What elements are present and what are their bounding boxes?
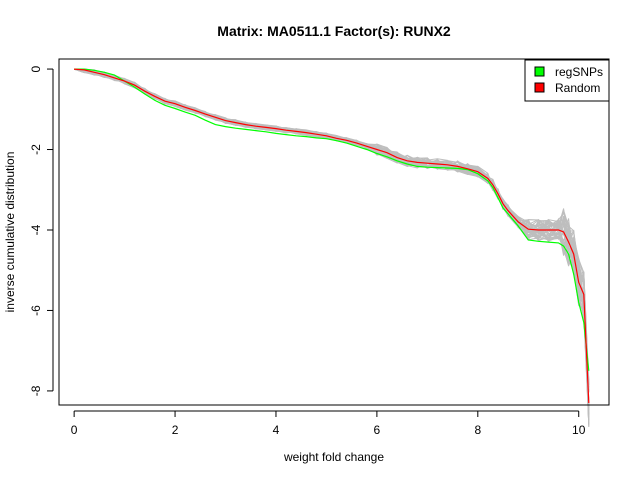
background-sample-line [73, 68, 590, 411]
background-sample-line [74, 68, 590, 391]
chart-title: Matrix: MA0511.1 Factor(s): RUNX2 [217, 23, 451, 39]
y-tick-label: -4 [29, 224, 43, 235]
x-tick-label: 8 [474, 423, 481, 437]
background-sample-line [74, 68, 590, 386]
x-tick-label: 0 [71, 423, 78, 437]
background-sample-line [74, 68, 590, 418]
background-sample-line [73, 68, 590, 409]
plot-frame [58, 58, 610, 406]
background-sample-line [73, 68, 590, 423]
background-sample-line [74, 68, 590, 393]
background-sample-line [74, 68, 590, 404]
background-sample-line [74, 68, 590, 426]
background-sample-line [74, 68, 590, 403]
y-tick-label: -8 [29, 385, 43, 396]
background-sample-line [74, 68, 590, 403]
legend-label-random: Random [555, 81, 600, 95]
y-tick-label: -6 [29, 305, 43, 316]
background-sample-line [74, 68, 590, 411]
background-sample-line [74, 68, 590, 388]
x-tick-label: 6 [374, 423, 381, 437]
background-sample-line [74, 68, 590, 422]
x-axis-label: weight fold change [283, 450, 384, 464]
background-sample-line [74, 68, 590, 404]
legend-swatch-regsnps [534, 66, 545, 77]
background-sample-line [74, 68, 590, 393]
x-axis: 0 2 4 6 8 10 [71, 410, 586, 437]
background-sample-line [74, 68, 590, 427]
series-line-random [74, 68, 590, 404]
y-axis: 0 -2 -4 -6 -8 [29, 65, 54, 396]
background-sample-line [73, 68, 590, 407]
background-sample-line [74, 68, 590, 381]
background-sample-line [74, 68, 590, 407]
y-axis-label: inverse cumulative distribution [3, 152, 17, 313]
background-sample-line [74, 68, 590, 425]
background-sample-lines [73, 68, 590, 428]
background-sample-line [74, 68, 590, 399]
legend-label-regsnps: regSNPs [555, 65, 603, 79]
x-tick-label: 4 [273, 423, 280, 437]
background-sample-line [73, 68, 590, 388]
x-tick-label: 2 [172, 423, 179, 437]
background-sample-line [73, 68, 590, 406]
background-sample-line [74, 68, 590, 380]
legend-swatch-random [534, 82, 545, 93]
background-sample-line [74, 68, 590, 428]
background-sample-line [74, 68, 590, 409]
background-sample-line [73, 68, 590, 415]
background-sample-line [74, 68, 590, 391]
series-lines [74, 68, 590, 404]
background-sample-line [74, 68, 590, 383]
x-tick-label: 10 [572, 423, 586, 437]
background-sample-line [73, 68, 590, 415]
background-sample-line [74, 68, 590, 420]
y-tick-label: 0 [29, 65, 43, 72]
legend: regSNPs Random [524, 59, 610, 102]
y-tick-label: -2 [29, 144, 43, 155]
background-sample-line [74, 68, 590, 386]
background-sample-line [73, 68, 590, 415]
background-sample-line [74, 68, 590, 417]
background-sample-line [74, 68, 590, 420]
background-sample-line [74, 68, 590, 415]
background-sample-line [74, 68, 590, 424]
series-line-regsnps [74, 68, 590, 371]
background-sample-line [73, 68, 590, 411]
background-sample-line [73, 68, 590, 385]
